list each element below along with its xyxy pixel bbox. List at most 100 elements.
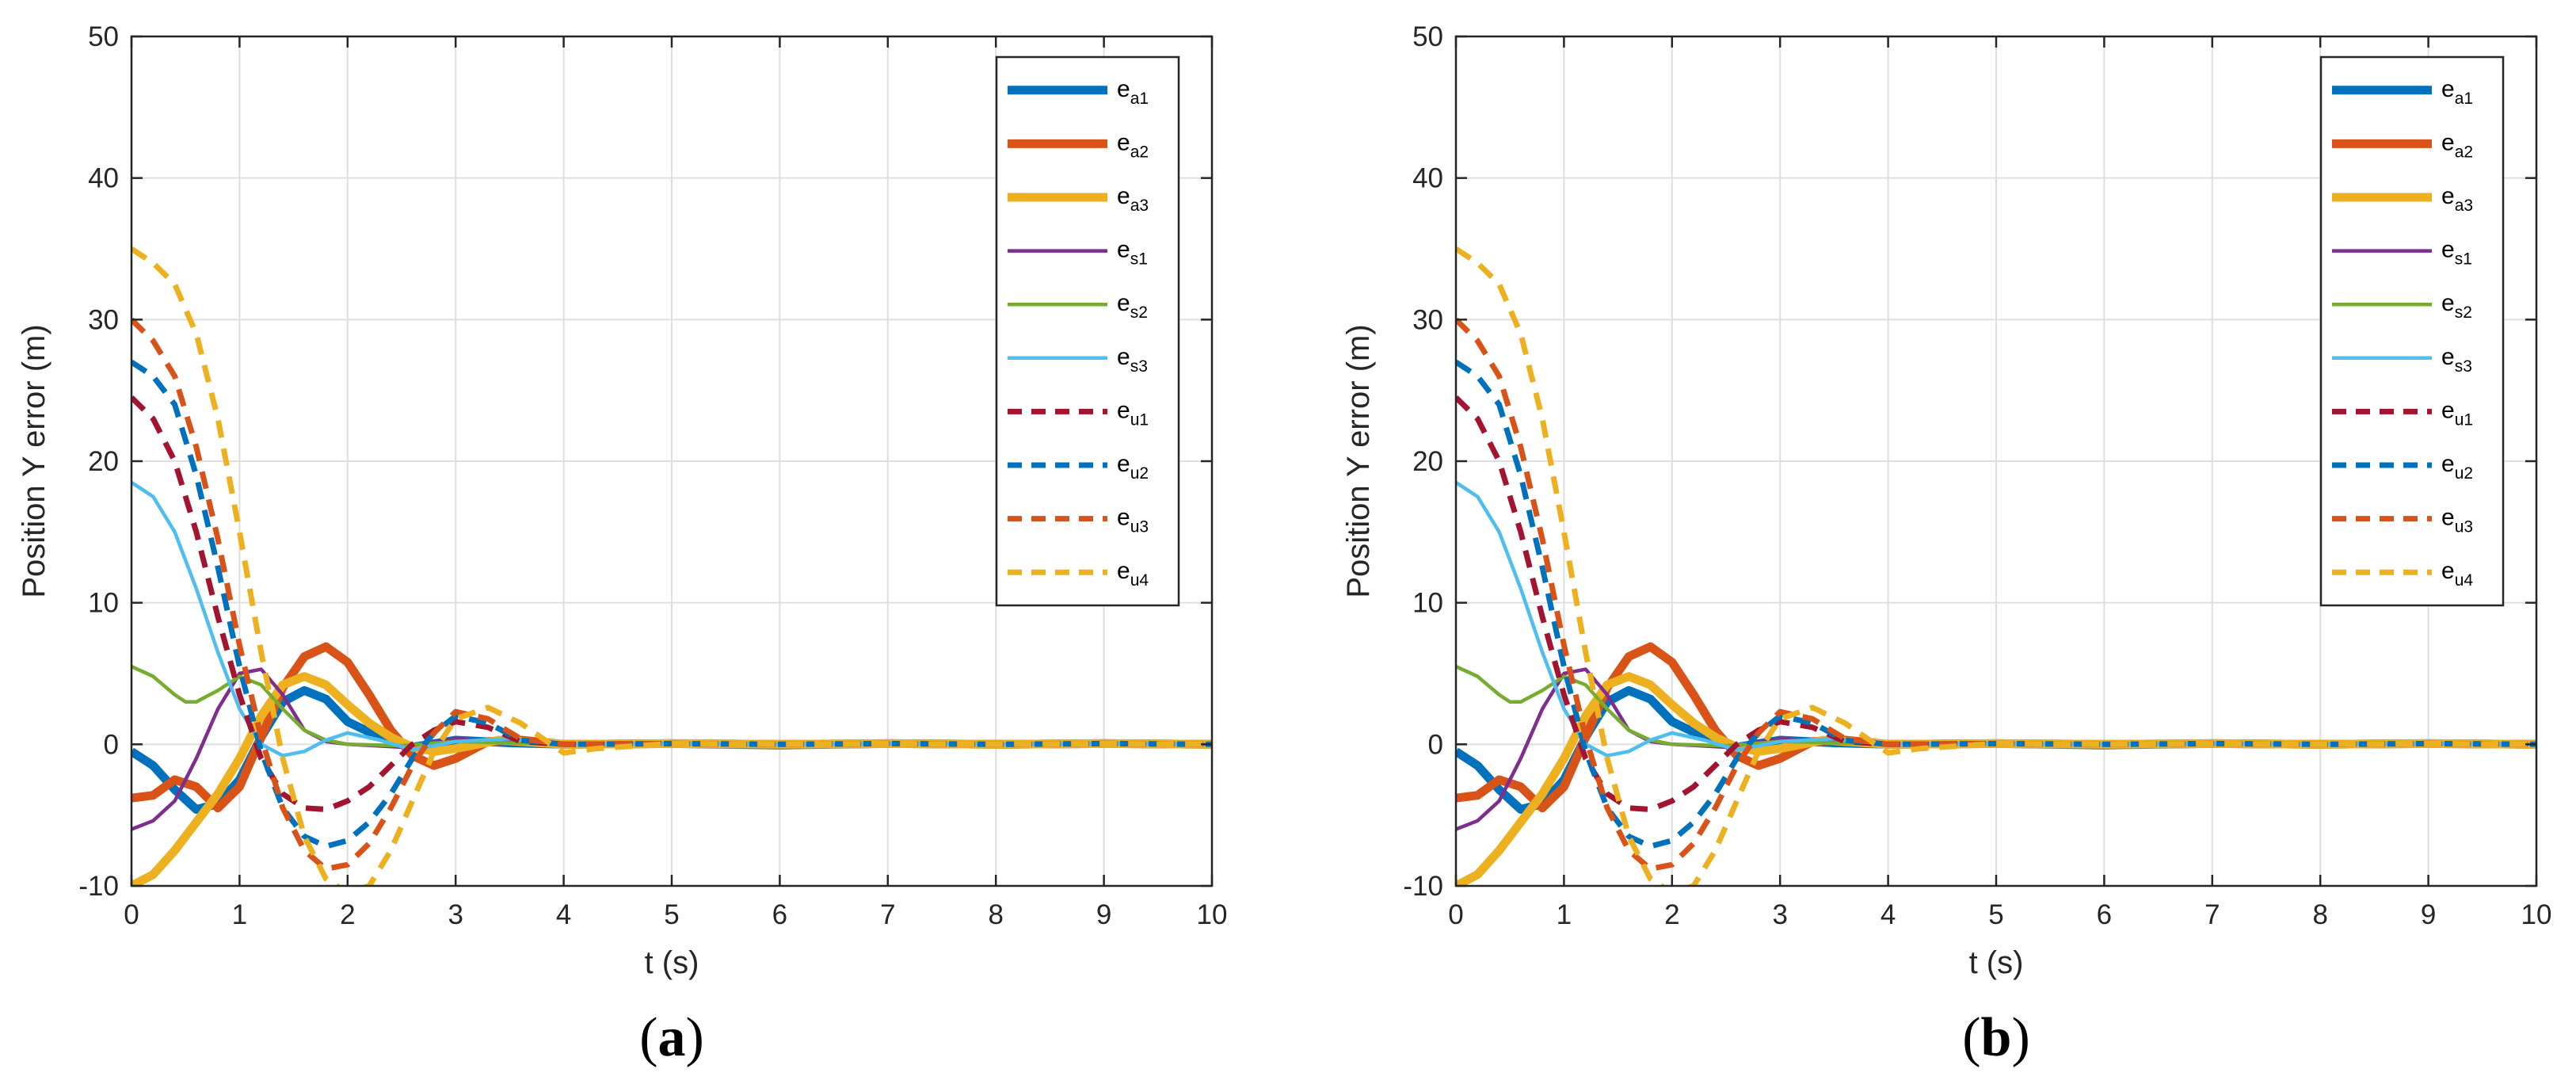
series-line-s3 [1456,480,2536,758]
x-tick-label: 1 [1557,899,1572,930]
series-group [131,246,1212,886]
legend-label-sub: u4 [1130,571,1149,590]
legend-label-main: e [1117,237,1130,263]
legend-label-main: e [2441,397,2455,423]
x-tick-label: 4 [1881,899,1896,930]
legend-label-u4: eu4 [2441,558,2473,590]
series-line-u3 [1456,317,2536,872]
panel-label-letter: b [1981,1007,2012,1068]
legend-label-sub: a2 [1130,143,1149,161]
y-tick-label: -10 [78,871,119,902]
legend-label-sub: a1 [1130,90,1149,108]
legend-label-u1: eu1 [1117,397,1149,429]
x-tick-label: 2 [340,899,355,930]
legend-label-main: e [2441,129,2455,155]
legend-label-sub: s1 [2455,250,2472,269]
x-tick-label: 0 [124,899,139,930]
legend-label-main: e [1117,558,1130,584]
legend-label-sub: a3 [1130,197,1149,215]
y-tick-label: 10 [88,588,119,619]
legend-box [2319,55,2505,607]
legend-label-sub: u2 [1130,464,1149,483]
legend-label-u2: eu2 [1117,451,1149,483]
y-tick-label: 40 [1412,163,1443,194]
series-group [1456,246,2536,886]
panel-label-letter: a [658,1007,686,1068]
y-tick-label: 0 [104,729,119,760]
legend-label-u3: eu3 [2441,505,2473,536]
x-tick-label: 5 [664,899,679,930]
legend-label-sub: s3 [2455,357,2472,376]
legend-label-sub: u3 [1130,518,1149,536]
y-axis-label: Position Y error (m) [17,324,51,597]
legend-label-sub: s2 [2455,303,2472,322]
x-tick-label: 8 [2312,899,2327,930]
legend-label-sub: u2 [2455,464,2473,483]
panel-label-open: ( [1962,1007,1980,1068]
y-tick-label: 50 [88,21,119,52]
legend-label-a1: ea1 [1117,76,1149,108]
legend-label-sub: u3 [2455,518,2473,536]
legend-label-main: e [2441,558,2455,584]
legend-label-sub: s2 [1130,303,1148,322]
legend-label-main: e [2441,344,2455,370]
legend-label-s2: es2 [1117,290,1148,322]
legend-label-s3: es3 [1117,344,1148,376]
legend-label-main: e [2441,505,2455,531]
x-tick-label: 4 [556,899,571,930]
legend-label-main: e [2441,237,2455,263]
legend-label-main: e [1117,397,1130,423]
legend-label-sub: u1 [2455,410,2473,429]
series-line-u2 [1456,359,2536,849]
series-line-u3 [131,317,1212,872]
legend-label-main: e [1117,451,1130,477]
series-line-u2 [131,359,1212,849]
y-tick-label: 50 [1412,21,1443,52]
x-axis-label: t (s) [1969,945,2024,980]
x-tick-label: 7 [880,899,895,930]
x-tick-label: 6 [2097,899,2112,930]
legend-label-sub: a3 [2455,197,2473,215]
legend-label-s2: es2 [2441,290,2472,322]
legend-label-sub: s1 [1130,250,1148,269]
legend-label-main: e [2441,76,2455,102]
legend-label-main: e [1117,505,1130,531]
panel-label-close: ) [686,1007,704,1068]
legend-label-a2: ea2 [2441,129,2473,161]
panel-label-open: ( [639,1007,657,1068]
legend-label-main: e [2441,451,2455,477]
y-tick-label: 10 [1412,588,1443,619]
y-tick-label: 30 [88,304,119,335]
legend-label-main: e [1117,76,1130,102]
legend-label-sub: s3 [1130,357,1148,376]
x-tick-label: 9 [2421,899,2436,930]
x-axis-label: t (s) [645,945,699,980]
panel-label: (b) [1962,1007,2030,1068]
legend-label-a3: ea3 [2441,183,2473,215]
y-axis-label: Position Y error (m) [1341,324,1376,597]
x-tick-label: 5 [1988,899,2003,930]
series-line-u4 [1456,246,2536,886]
x-tick-label: 1 [232,899,247,930]
legend-label-u1: eu1 [2441,397,2473,429]
series-line-s3 [131,480,1212,758]
x-tick-label: 9 [1096,899,1111,930]
x-tick-label: 3 [448,899,463,930]
legend-label-main: e [1117,183,1130,209]
x-tick-label: 3 [1772,899,1787,930]
x-tick-label: 10 [2521,899,2552,930]
x-tick-label: 10 [1197,899,1228,930]
legend-box [995,55,1180,607]
legend-label-sub: a2 [2455,143,2473,161]
legend-label-sub: u1 [1130,410,1149,429]
x-tick-label: 8 [988,899,1003,930]
legend-label-main: e [2441,183,2455,209]
legend-label-s1: es1 [1117,237,1148,269]
y-tick-label: 20 [88,446,119,477]
panel-label: (a) [639,1007,704,1068]
panel-label-close: ) [2011,1007,2029,1068]
